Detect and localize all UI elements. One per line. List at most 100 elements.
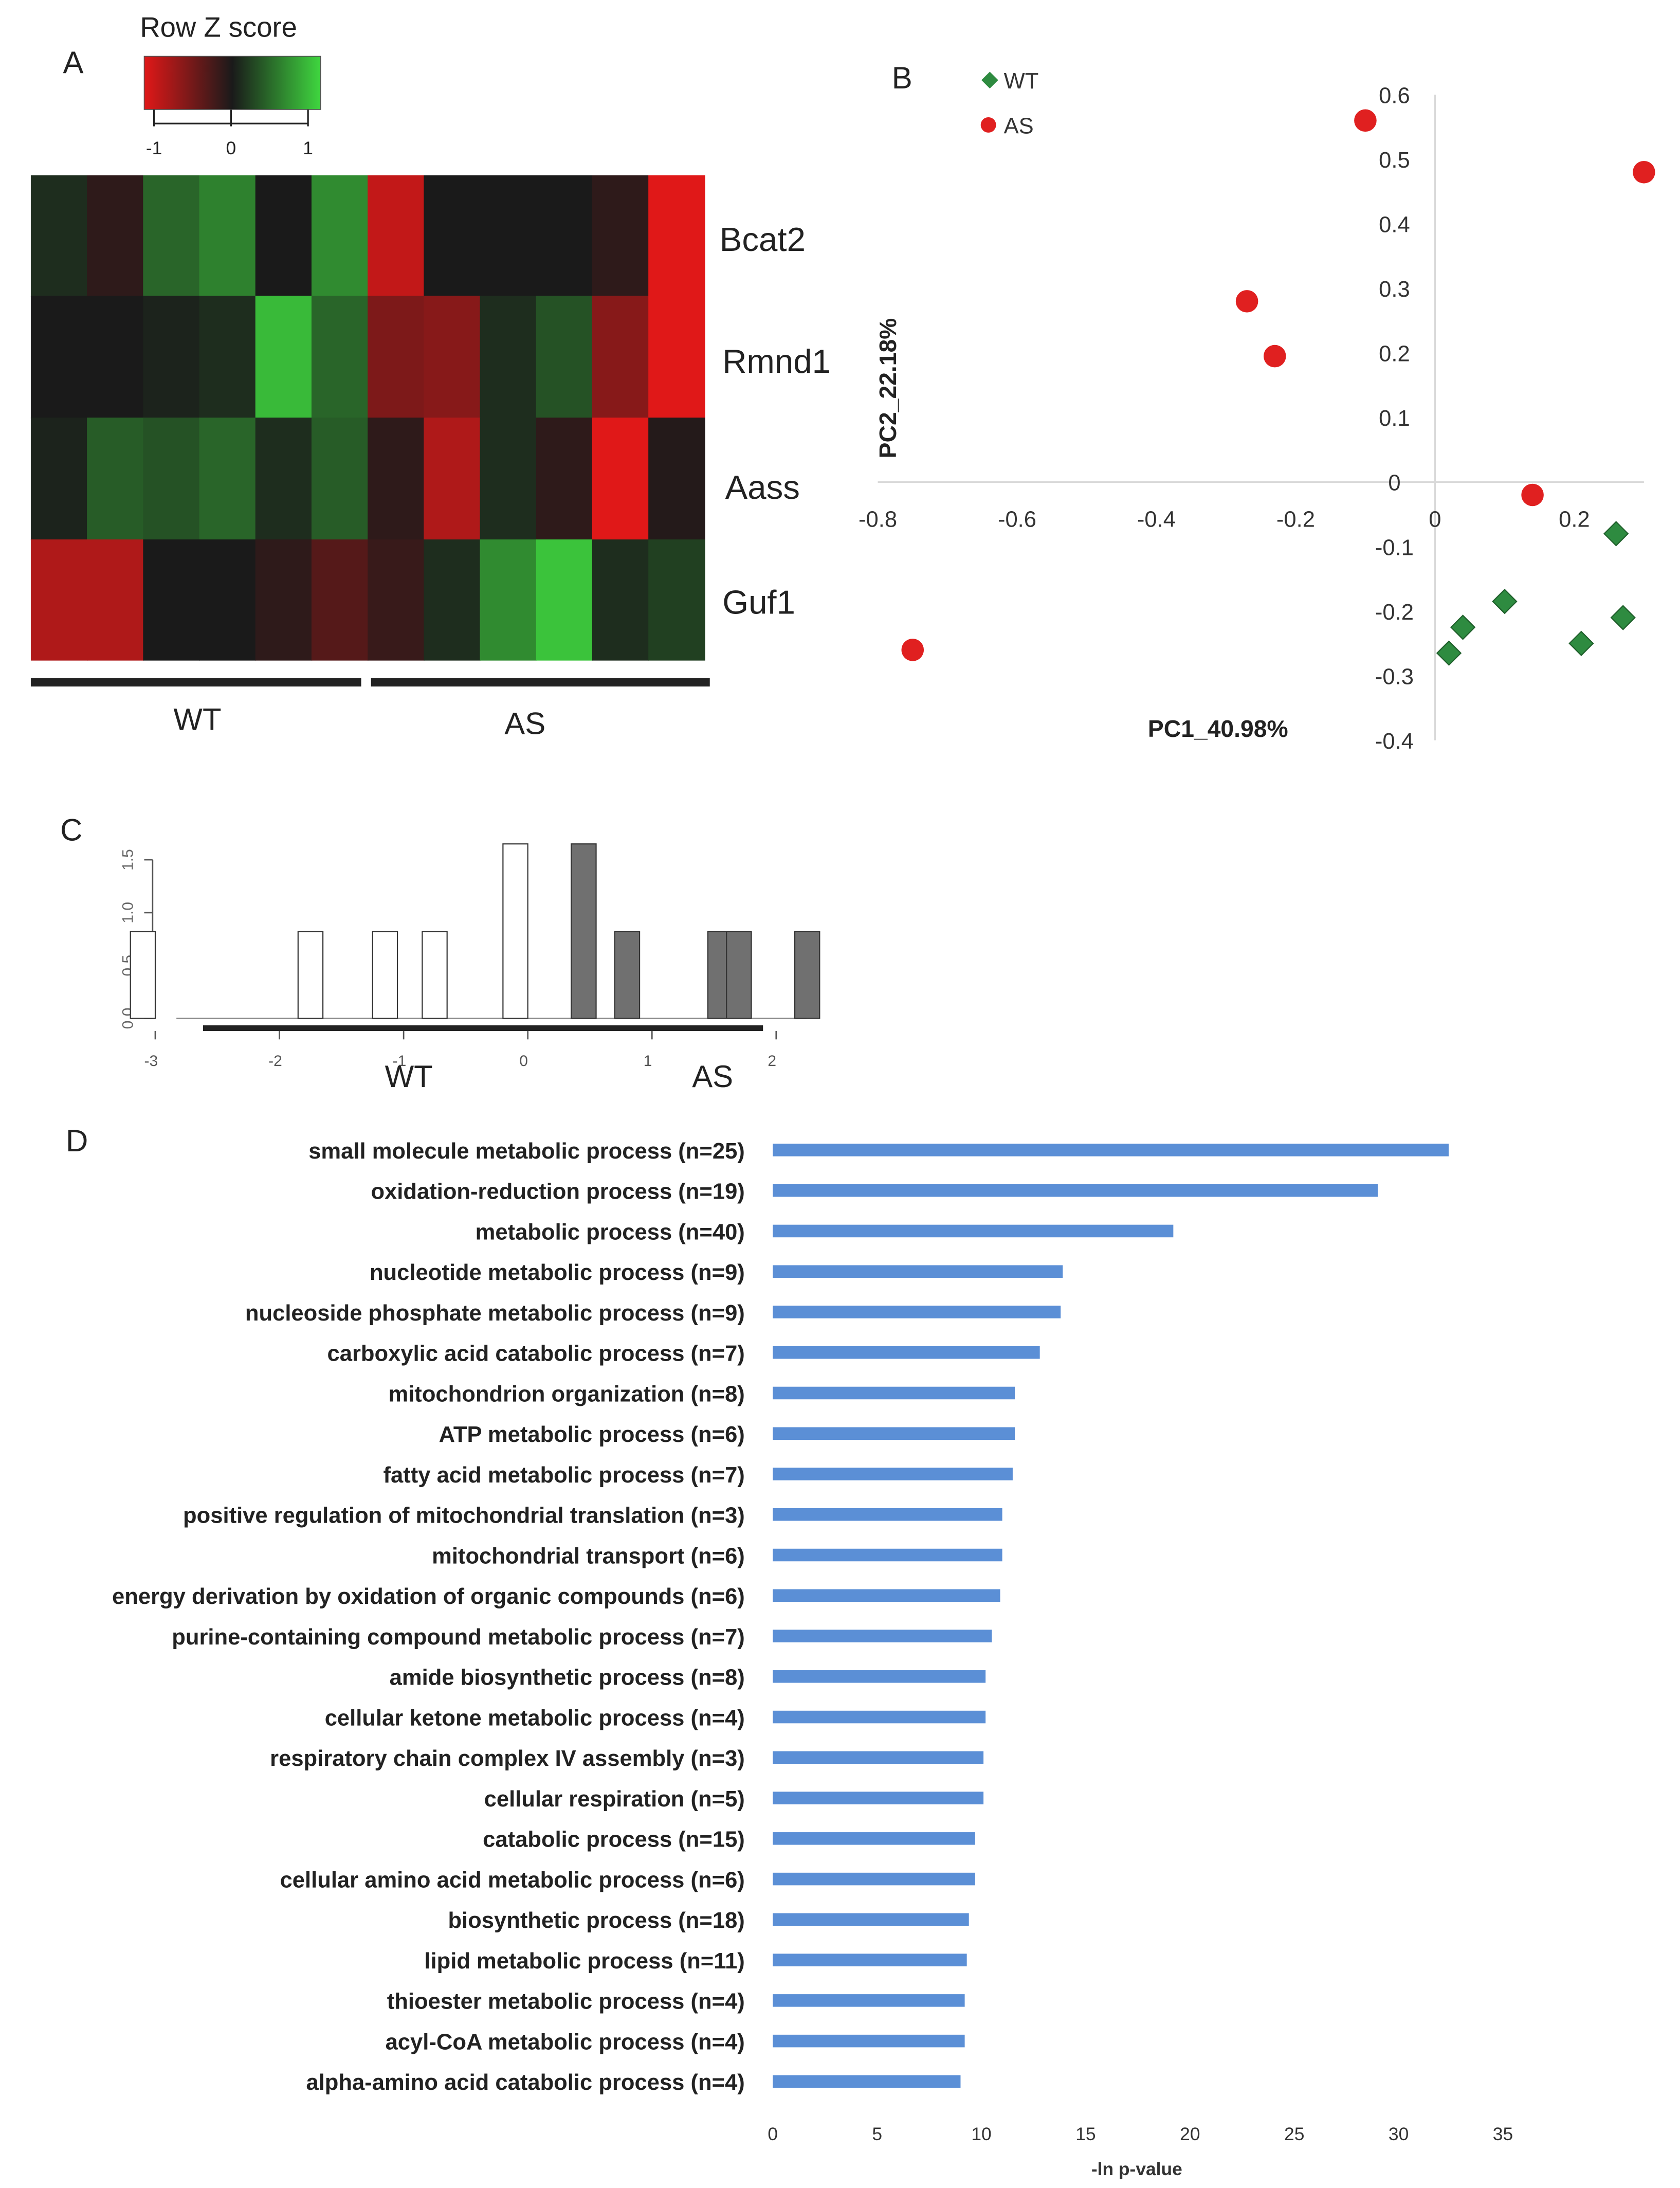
heatmap-group-bar-wt (30, 678, 361, 687)
x-tick-label: -0.4 (1137, 508, 1176, 532)
heatmap-cell (424, 418, 481, 540)
enrichment-bar-chart: small molecule metabolic process (n=25) o… (112, 1139, 1513, 2179)
heatmap-cell (311, 175, 369, 297)
y-tick-label: 1.5 (120, 849, 137, 871)
histogram-group-label-as: AS (692, 1059, 733, 1094)
enrichment-bar (773, 1265, 1063, 1278)
heatmap-key-tick-1: 1 (303, 138, 313, 158)
legend-as-label: AS (1004, 114, 1034, 138)
legend-as-marker (980, 117, 996, 133)
heatmap-cell (87, 296, 144, 419)
x-tick-label: 10 (971, 2124, 991, 2144)
category-label: small molecule metabolic process (n=25) (308, 1139, 745, 1164)
heatmap-cell (480, 539, 537, 661)
category-label: metabolic process (n=40) (476, 1220, 745, 1244)
category-label: cellular respiration (n=5) (484, 1787, 745, 1812)
heatmap-key-tick-0: 0 (226, 138, 236, 158)
wt-point (1492, 588, 1518, 614)
category-label: fatty acid metabolic process (n=7) (384, 1463, 745, 1488)
legend-wt-label: WT (1004, 69, 1039, 94)
y-tick-label: -0.2 (1375, 600, 1414, 625)
category-label: oxidation-reduction process (n=19) (371, 1180, 744, 1204)
heatmap-cell (480, 175, 537, 297)
heatmap-row-label-guf1: Guf1 (722, 583, 795, 621)
enrichment-bar (773, 2075, 961, 2088)
heatmap-cell (368, 418, 425, 540)
heatmap-key-tick-neg1: -1 (146, 138, 162, 158)
x-tick-label: 25 (1284, 2124, 1304, 2144)
y-tick-label: 0.6 (1379, 83, 1410, 108)
as-point (1633, 160, 1655, 184)
heatmap-cell (536, 539, 593, 661)
y-tick-label: -0.1 (1375, 535, 1414, 560)
enrichment-bar (773, 2034, 965, 2048)
heatmap-cell (648, 418, 705, 540)
heatmap-cell (143, 539, 200, 661)
x-tick-label: -1 (393, 1053, 407, 1070)
enrichment-bar (773, 1792, 984, 1804)
wt-point (1436, 640, 1462, 666)
x-tick-label: 30 (1389, 2124, 1409, 2144)
heatmap-group-label-wt: WT (173, 702, 221, 736)
category-label: energy derivation by oxidation of organi… (112, 1584, 745, 1609)
y-tick-label: 0 (1388, 471, 1400, 496)
enrichment-bar (773, 1994, 965, 2007)
category-label: amide biosynthetic process (n=8) (390, 1666, 745, 1690)
category-label: cellular amino acid metabolic process (n… (280, 1868, 745, 1892)
heatmap-legend-title: Row Z score (140, 11, 297, 43)
histogram-bar-wt (422, 931, 448, 1019)
x-tick-label: -0.2 (1276, 508, 1315, 532)
y-tick-label: -0.4 (1375, 729, 1414, 754)
panel-letter-b: B (892, 61, 912, 95)
heatmap-cell (424, 175, 481, 297)
heatmap-cell (199, 296, 257, 419)
x-tick-label: 20 (1180, 2124, 1200, 2144)
enrichment-bar (773, 1346, 1040, 1359)
category-label: alpha-amino acid catabolic process (n=4) (306, 2070, 744, 2095)
histogram-bar-wt (297, 931, 324, 1019)
heatmap-cell (30, 175, 88, 297)
heatmap-cell (480, 296, 537, 419)
heatmap (30, 175, 705, 661)
x-tick-label: 0.2 (1559, 508, 1590, 532)
y-tick-label: 1.0 (120, 902, 137, 924)
x-tick-label: 0 (768, 2124, 778, 2144)
heatmap-cell (536, 296, 593, 419)
histogram-bar-as (571, 843, 597, 1019)
heatmap-cell (30, 539, 88, 661)
heatmap-cell (255, 418, 313, 540)
heatmap-row-label-aass: Aass (725, 468, 800, 506)
heatmap-cell (480, 418, 537, 540)
heatmap-cell (199, 418, 257, 540)
histogram: 0.00.51.01.5-3 -2 -1 0 1 2 (120, 843, 820, 1070)
heatmap-cell (648, 539, 705, 661)
heatmap-group-label-as: AS (504, 707, 545, 741)
heatmap-cell (424, 296, 481, 419)
heatmap-cell (255, 296, 313, 419)
category-label: lipid metabolic process (n=11) (424, 1949, 744, 1974)
heatmap-cell (592, 296, 649, 419)
enrichment-bar (773, 1670, 986, 1683)
x-axis-label: -ln p-value (1091, 2159, 1182, 2179)
category-label: biosynthetic process (n=18) (448, 1908, 744, 1933)
enrichment-bar (773, 1427, 1015, 1440)
enrichment-bar (773, 1913, 969, 1926)
x-tick-label: 0 (519, 1053, 528, 1070)
panel-letter-a: A (63, 45, 84, 80)
x-tick-label: -0.6 (998, 508, 1036, 532)
x-tick-label: 2 (768, 1053, 776, 1070)
enrichment-bar (773, 1468, 1013, 1480)
x-tick-label: -2 (268, 1053, 282, 1070)
heatmap-cell (311, 418, 369, 540)
y-tick-label: 0.1 (1379, 406, 1410, 431)
y-tick-label: 0.5 (1379, 148, 1410, 173)
heatmap-cell (424, 539, 481, 661)
enrichment-bar (773, 1832, 975, 1845)
heatmap-cell (255, 539, 313, 661)
enrichment-bar (773, 1508, 1002, 1521)
category-label: carboxylic acid catabolic process (n=7) (327, 1342, 745, 1366)
category-label: acyl-CoA metabolic process (n=4) (386, 2030, 745, 2054)
category-label: nucleotide metabolic process (n=9) (370, 1260, 745, 1285)
wt-point (1603, 521, 1629, 547)
enrichment-bar (773, 1710, 986, 1724)
